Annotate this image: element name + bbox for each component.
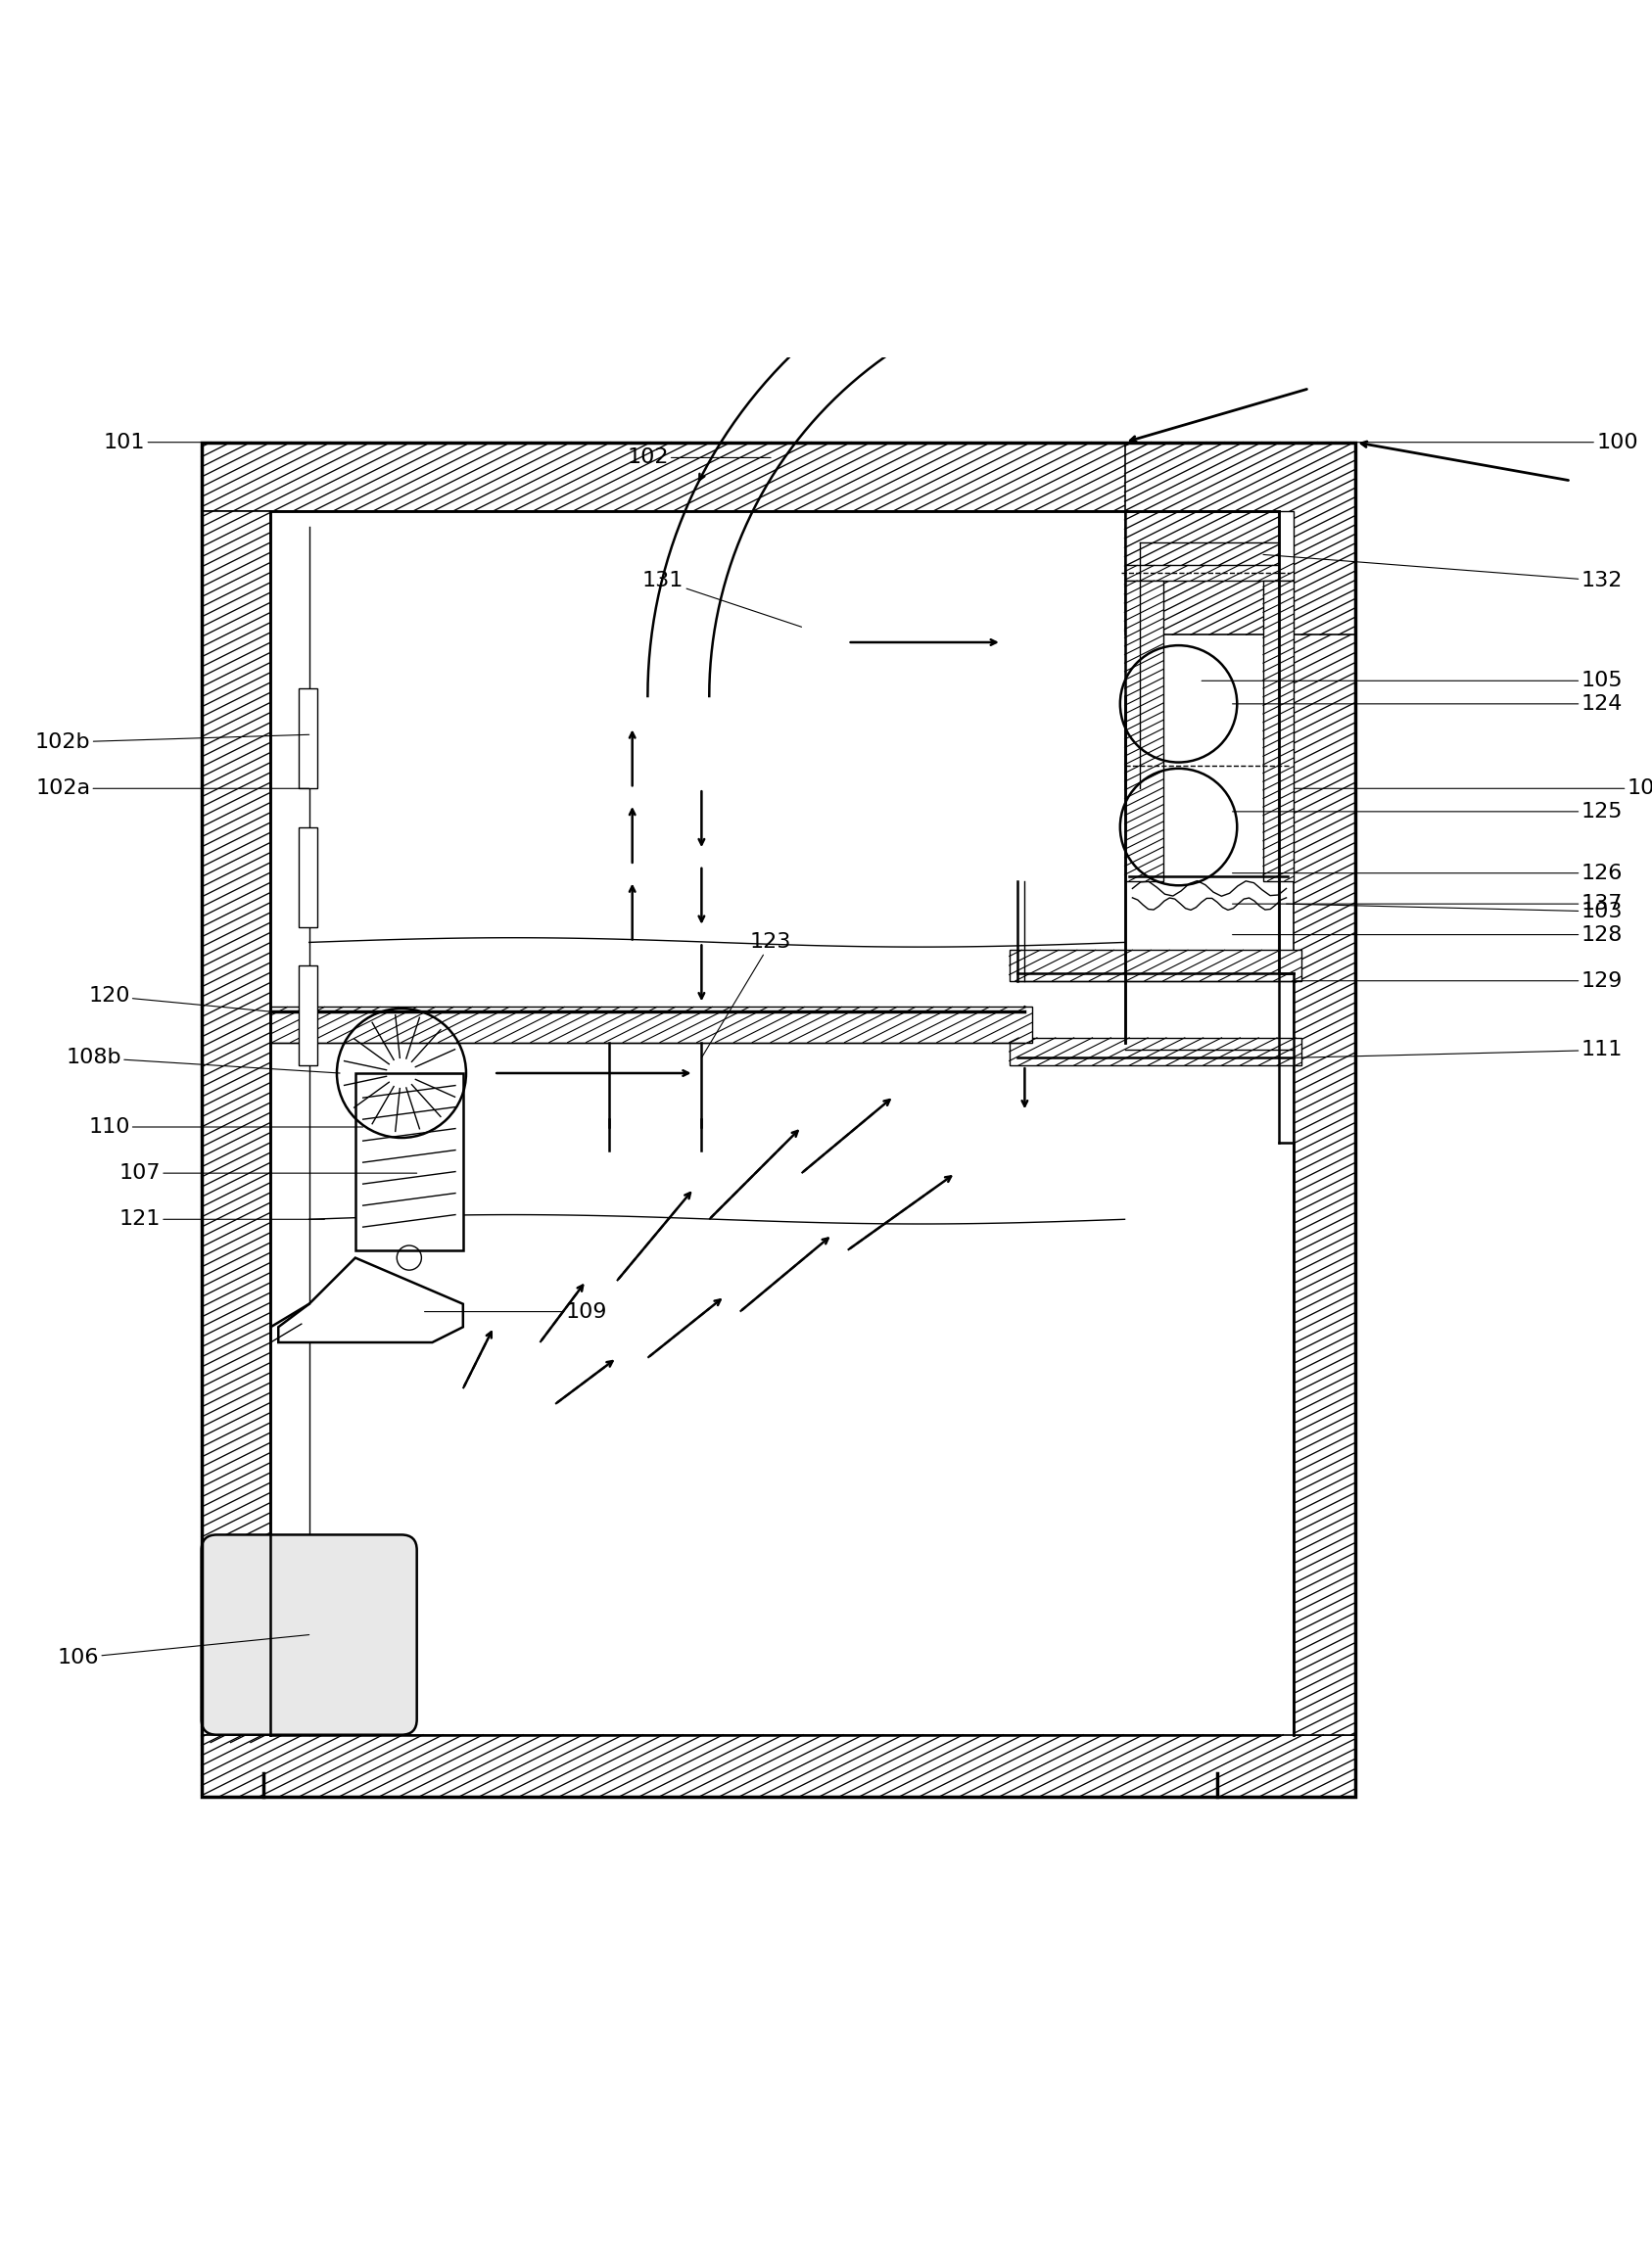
- Text: 106: 106: [58, 1634, 309, 1668]
- Text: 121: 121: [119, 1210, 324, 1228]
- Text: 107: 107: [119, 1163, 416, 1183]
- Text: 108b: 108b: [66, 1048, 340, 1073]
- Polygon shape: [278, 1258, 463, 1343]
- PathPatch shape: [202, 442, 1356, 512]
- Text: 110: 110: [88, 1118, 363, 1136]
- Text: 129: 129: [1294, 971, 1622, 990]
- Polygon shape: [299, 827, 317, 926]
- Text: 103: 103: [1287, 902, 1622, 922]
- Text: 104: 104: [1294, 778, 1652, 798]
- Text: 102b: 102b: [35, 733, 309, 753]
- PathPatch shape: [202, 512, 271, 1742]
- PathPatch shape: [202, 1736, 1356, 1796]
- Polygon shape: [299, 687, 317, 789]
- Text: 102: 102: [626, 449, 771, 467]
- PathPatch shape: [1009, 949, 1302, 980]
- PathPatch shape: [1294, 512, 1356, 1736]
- PathPatch shape: [1125, 442, 1356, 636]
- Text: 120: 120: [88, 987, 271, 1012]
- Text: 101: 101: [104, 433, 202, 453]
- Text: 109: 109: [425, 1303, 606, 1321]
- PathPatch shape: [1125, 582, 1163, 881]
- Text: 102a: 102a: [35, 778, 309, 798]
- Text: 105: 105: [1201, 672, 1622, 690]
- FancyBboxPatch shape: [202, 1535, 416, 1736]
- Text: 126: 126: [1232, 863, 1622, 884]
- PathPatch shape: [1125, 512, 1294, 582]
- Text: 111: 111: [1294, 1041, 1622, 1059]
- Text: 100: 100: [1356, 433, 1639, 453]
- Text: 125: 125: [1232, 802, 1622, 820]
- Text: 131: 131: [643, 570, 801, 627]
- Text: 124: 124: [1232, 694, 1622, 715]
- PathPatch shape: [271, 1008, 1032, 1041]
- Text: 128: 128: [1232, 924, 1622, 944]
- Text: 123: 123: [702, 933, 791, 1057]
- Text: 137: 137: [1232, 895, 1622, 913]
- PathPatch shape: [1264, 582, 1294, 881]
- PathPatch shape: [1009, 1037, 1302, 1066]
- Bar: [355, 1073, 463, 1251]
- Text: 132: 132: [1264, 554, 1622, 591]
- Polygon shape: [299, 965, 317, 1066]
